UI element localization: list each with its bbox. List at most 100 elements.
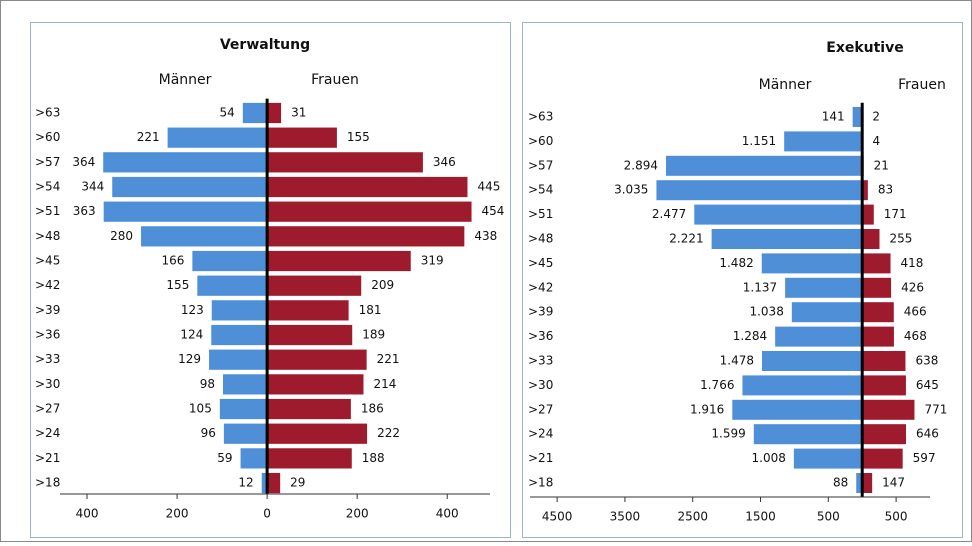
x-tick-label: 400 xyxy=(76,507,99,521)
bar xyxy=(267,152,423,172)
category-label: >48 xyxy=(35,229,60,243)
bar xyxy=(220,399,267,419)
category-label: >51 xyxy=(528,207,553,221)
bar xyxy=(243,103,267,123)
bar xyxy=(223,374,267,394)
category-label: >54 xyxy=(528,183,553,197)
category-label: >21 xyxy=(35,451,60,465)
value-label: 1.599 xyxy=(711,427,745,441)
x-tick-label: 200 xyxy=(346,507,369,521)
bar xyxy=(656,180,862,200)
bar xyxy=(224,424,267,444)
value-label: 188 xyxy=(362,451,385,465)
value-label: 645 xyxy=(916,378,939,392)
bar xyxy=(267,103,281,123)
bar xyxy=(209,350,267,370)
value-label: 2.894 xyxy=(624,158,658,172)
value-label: 466 xyxy=(904,305,927,319)
value-label: 166 xyxy=(161,254,184,268)
bar xyxy=(267,276,361,296)
value-label: 255 xyxy=(889,232,912,246)
value-label: 646 xyxy=(916,427,939,441)
value-label: 418 xyxy=(901,256,924,270)
value-label: 771 xyxy=(924,402,947,416)
legend-label: Männer xyxy=(759,77,812,93)
category-label: >57 xyxy=(528,158,553,172)
legend-label: Männer xyxy=(159,72,212,88)
bar xyxy=(211,325,267,345)
value-label: 438 xyxy=(474,229,497,243)
bar xyxy=(732,400,862,420)
bar xyxy=(862,400,914,420)
value-label: 21 xyxy=(874,158,889,172)
category-label: >36 xyxy=(528,329,553,343)
x-tick-label: 1500 xyxy=(745,510,776,524)
category-label: >33 xyxy=(35,352,60,366)
value-label: 214 xyxy=(373,377,396,391)
value-label: 129 xyxy=(178,352,201,366)
value-label: 186 xyxy=(361,402,384,416)
category-label: >24 xyxy=(528,427,553,441)
bar xyxy=(754,424,862,444)
bar xyxy=(267,226,464,246)
category-label: >45 xyxy=(528,256,553,270)
value-label: 1.137 xyxy=(743,280,777,294)
bar xyxy=(762,253,862,273)
value-label: 12 xyxy=(238,476,253,490)
chart-title: Verwaltung xyxy=(220,37,310,53)
value-label: 155 xyxy=(347,130,370,144)
bar xyxy=(794,449,862,469)
x-tick-label: 200 xyxy=(166,507,189,521)
category-label: >63 xyxy=(35,106,60,120)
category-label: >60 xyxy=(35,130,60,144)
x-tick-label: 500 xyxy=(817,510,840,524)
category-label: >18 xyxy=(35,476,60,490)
value-label: 426 xyxy=(901,280,924,294)
value-label: 221 xyxy=(137,130,160,144)
value-label: 454 xyxy=(482,204,505,218)
bar xyxy=(862,449,902,469)
value-label: 280 xyxy=(110,229,133,243)
value-label: 189 xyxy=(362,328,385,342)
bar xyxy=(267,374,363,394)
bar xyxy=(862,327,894,347)
bar xyxy=(168,128,268,148)
x-tick-label: 3500 xyxy=(610,510,641,524)
category-label: >27 xyxy=(528,402,553,416)
value-label: 445 xyxy=(477,180,500,194)
bar xyxy=(775,327,862,347)
bar xyxy=(862,351,905,371)
bar xyxy=(862,424,906,444)
value-label: 141 xyxy=(822,110,845,124)
bar xyxy=(784,131,862,151)
bar xyxy=(192,251,267,271)
bar xyxy=(141,226,267,246)
bar xyxy=(694,205,862,225)
x-tick-label: 400 xyxy=(436,507,459,521)
bar xyxy=(762,351,862,371)
category-label: >36 xyxy=(35,328,60,342)
value-label: 147 xyxy=(882,476,905,490)
bar xyxy=(267,350,367,370)
value-label: 363 xyxy=(73,204,96,218)
value-label: 2.221 xyxy=(669,232,703,246)
value-label: 638 xyxy=(915,354,938,368)
value-label: 344 xyxy=(81,180,104,194)
category-label: >60 xyxy=(528,134,553,148)
chart-title: Exekutive xyxy=(826,40,903,56)
bar xyxy=(267,424,367,444)
value-label: 597 xyxy=(913,451,936,465)
value-label: 1.151 xyxy=(742,134,776,148)
bar xyxy=(862,302,894,322)
value-label: 31 xyxy=(291,106,306,120)
category-label: >42 xyxy=(528,280,553,294)
category-label: >45 xyxy=(35,254,60,268)
value-label: 1.482 xyxy=(719,256,753,270)
value-label: 2.477 xyxy=(652,207,686,221)
category-label: >48 xyxy=(528,232,553,246)
value-label: 3.035 xyxy=(614,183,648,197)
bar xyxy=(241,448,268,468)
category-label: >30 xyxy=(35,377,60,391)
legend-label: Frauen xyxy=(898,77,946,93)
